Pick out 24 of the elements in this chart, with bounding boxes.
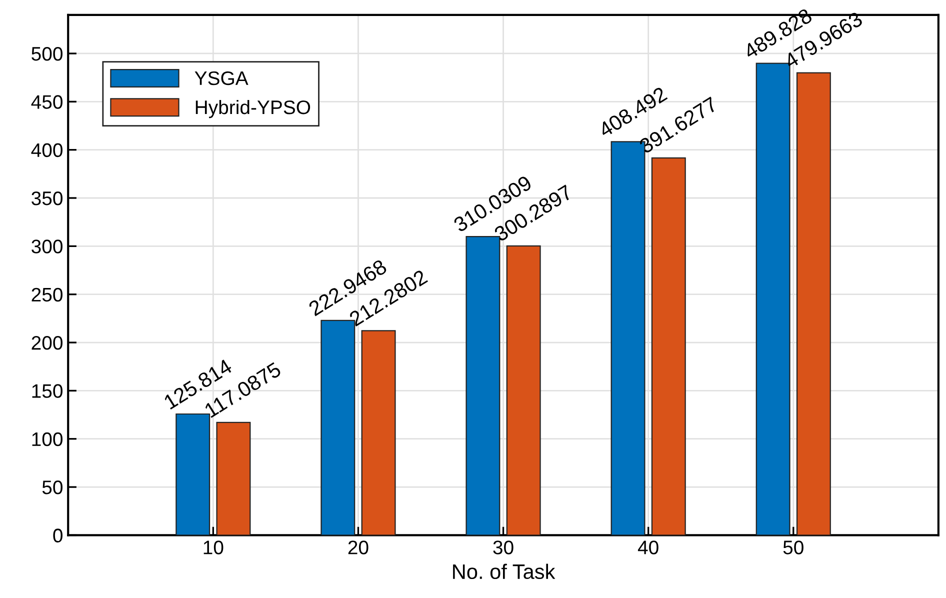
y-tick-label: 0 [53,528,62,542]
x-tick-label: 50 [783,540,804,554]
bar [651,157,686,536]
x-tick-label: 20 [348,540,368,554]
y-tick-label: 200 [32,336,62,350]
y-tick-label: 500 [32,46,62,61]
y-tick-label: 100 [32,432,62,446]
bar [796,72,831,536]
y-tick-label: 250 [32,288,62,302]
x-tick-label: 10 [204,540,224,554]
legend-label: Hybrid-YPSO [196,100,310,118]
x-axis-title: No. of Task [453,564,556,580]
y-tick-label: 400 [31,143,62,158]
bar [506,245,541,536]
y-tick-label: 300 [32,240,62,254]
y-tick-label: 350 [32,191,62,206]
x-tick-label: 30 [493,540,514,554]
y-tick-label: 450 [31,95,62,109]
bar [361,330,396,536]
bar [216,422,251,536]
legend-label: YSGA [194,71,248,86]
y-tick-label: 150 [32,384,62,398]
y-tick-label: 50 [42,480,62,494]
x-tick-label: 40 [638,540,658,554]
